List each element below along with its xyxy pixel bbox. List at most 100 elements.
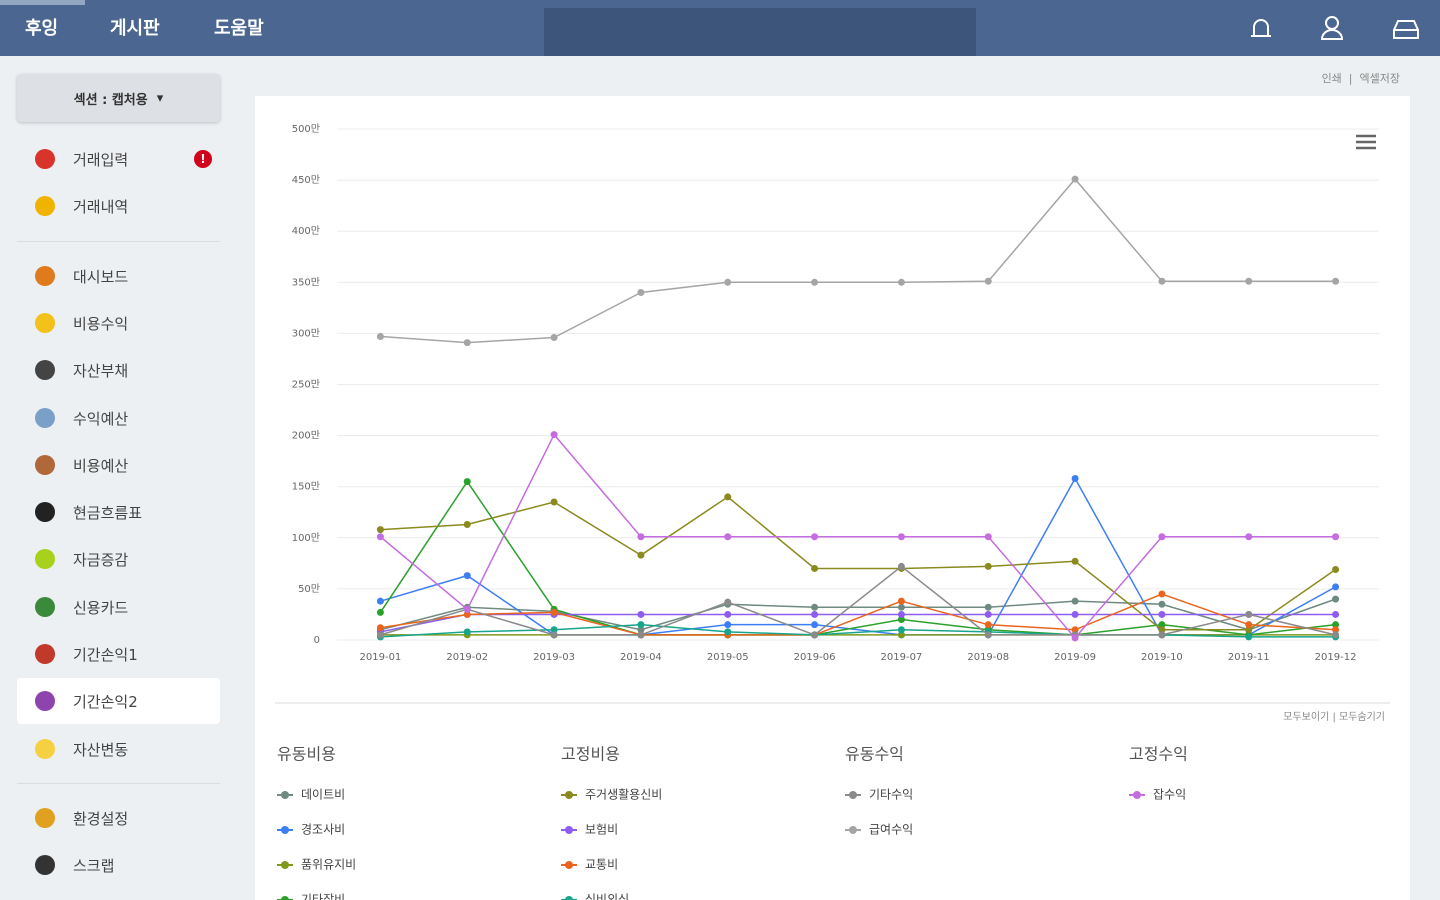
data-point xyxy=(724,621,732,629)
menu-icon[interactable] xyxy=(1356,134,1376,150)
menu-label: 수익예산 xyxy=(73,409,129,428)
data-point xyxy=(463,610,471,618)
nav-item[interactable]: 게시판 xyxy=(110,18,160,39)
menu-label: 비용수익 xyxy=(73,314,129,333)
legend-marker xyxy=(849,826,857,834)
menu-item[interactable]: 자산변동 xyxy=(17,726,220,772)
data-point xyxy=(1071,557,1079,565)
alarm-icon[interactable] xyxy=(1251,19,1271,37)
car-icon[interactable] xyxy=(1393,20,1419,39)
legend-label: 주거생활용신비 xyxy=(585,788,662,802)
menu-icon xyxy=(35,855,55,876)
menu-icon xyxy=(35,502,55,523)
legend-item[interactable]: 급여수익 xyxy=(845,823,913,837)
data-point xyxy=(463,572,471,580)
show-all-link[interactable]: 모두보이기 xyxy=(1283,711,1329,723)
data-point xyxy=(1332,533,1340,541)
menu-icon xyxy=(35,454,55,475)
menu-item[interactable]: 환경설정 xyxy=(17,795,220,841)
series-line xyxy=(380,177,1336,344)
data-point xyxy=(984,533,992,541)
menu-item[interactable]: 거래입력! xyxy=(17,136,220,182)
nav-item[interactable]: 후잉 xyxy=(25,18,59,39)
menu-item[interactable]: 비용예산 xyxy=(17,442,220,488)
search-box[interactable] xyxy=(544,8,976,56)
legend-item[interactable]: 주거생활용신비 xyxy=(561,788,662,802)
data-point xyxy=(1332,626,1340,634)
menu-label: 환경설정 xyxy=(73,809,129,828)
legend-marker xyxy=(565,826,573,834)
legend-item[interactable]: 보험비 xyxy=(561,823,618,837)
menu-item[interactable]: 거래내역 xyxy=(17,183,220,229)
x-tick-label: 2019-08 xyxy=(967,652,1009,663)
menu-item[interactable]: 현금흐름표 xyxy=(17,489,220,535)
x-tick-label: 2019-07 xyxy=(881,652,923,663)
hide-all-link[interactable]: 모두숨기기 xyxy=(1339,711,1385,723)
menu-item[interactable]: 기간손익2 xyxy=(17,678,220,725)
legend-item[interactable]: 데이트비 xyxy=(277,788,345,802)
legend-label: 교통비 xyxy=(585,858,618,872)
excel-link[interactable]: 엑셀저장 xyxy=(1359,72,1400,85)
legend-item[interactable]: 기타수익 xyxy=(845,788,913,802)
x-tick-label: 2019-02 xyxy=(446,652,488,663)
y-tick-label: 500만 xyxy=(292,123,320,135)
data-point xyxy=(1158,533,1166,541)
menu-separator xyxy=(17,240,220,242)
data-point xyxy=(463,521,471,529)
print-link[interactable]: 인쇄 xyxy=(1321,72,1342,85)
chart: 0 50만 100만 150만 200만 250만 300만 350만 400만 450만 500만… xyxy=(275,123,1390,900)
legend-item[interactable]: 잡수익 xyxy=(1129,788,1186,802)
x-tick-label: 2019-10 xyxy=(1141,652,1183,663)
data-point xyxy=(897,562,905,570)
menu-label: 기간손익2 xyxy=(73,693,138,712)
menu-item[interactable]: 자금증감 xyxy=(17,536,220,582)
menu-label: 신용카드 xyxy=(73,598,129,617)
legend-item[interactable]: 품위유지비 xyxy=(277,858,356,872)
data-point xyxy=(550,626,558,634)
menu-icon xyxy=(35,312,55,333)
data-point xyxy=(724,278,732,286)
data-point xyxy=(1158,590,1166,598)
data-point xyxy=(1158,631,1166,639)
badge: ! xyxy=(194,150,212,168)
data-point xyxy=(1158,600,1166,608)
legend-item[interactable]: 교통비 xyxy=(561,858,618,872)
x-tick-label: 2019-12 xyxy=(1315,652,1357,663)
data-point xyxy=(1332,595,1340,603)
menu-item[interactable]: 수익예산 xyxy=(17,395,220,441)
legend-marker xyxy=(281,791,289,799)
data-point xyxy=(984,562,992,570)
menu-separator xyxy=(17,782,220,784)
menu-label: 대시보드 xyxy=(73,267,129,286)
data-point xyxy=(463,339,471,347)
data-point xyxy=(637,610,645,618)
section-button[interactable]: 섹션 : 캡처용 ▾ xyxy=(17,74,220,122)
data-point xyxy=(550,631,558,639)
data-point xyxy=(637,626,645,634)
data-point xyxy=(1158,277,1166,285)
menu-icon xyxy=(35,196,55,217)
data-point xyxy=(1332,277,1340,285)
menu-item[interactable]: 대시보드 xyxy=(17,253,220,299)
data-point xyxy=(897,278,905,286)
legend-item[interactable]: 식비외식 xyxy=(561,893,629,900)
menu-item[interactable]: 기간손익1 xyxy=(17,631,220,677)
y-tick-label: 350만 xyxy=(292,276,320,288)
menu-item[interactable]: 신용카드 xyxy=(17,584,220,630)
data-point xyxy=(550,333,558,341)
legend-marker xyxy=(565,896,573,900)
legend-item[interactable]: 경조사비 xyxy=(277,823,345,837)
menu-item[interactable]: 비용수익 xyxy=(17,300,220,346)
y-tick-label: 400만 xyxy=(292,225,320,237)
data-point xyxy=(376,332,384,340)
legend-item[interactable]: 기타잡비 xyxy=(277,893,345,900)
menu-item[interactable]: 자산부채 xyxy=(17,347,220,393)
data-point xyxy=(1245,277,1253,285)
data-point xyxy=(376,608,384,616)
menu-item[interactable]: 스크랩 xyxy=(17,842,220,888)
user-icon[interactable] xyxy=(1325,16,1339,30)
menu-icon xyxy=(35,738,55,759)
nav-item[interactable]: 도움말 xyxy=(214,18,264,39)
